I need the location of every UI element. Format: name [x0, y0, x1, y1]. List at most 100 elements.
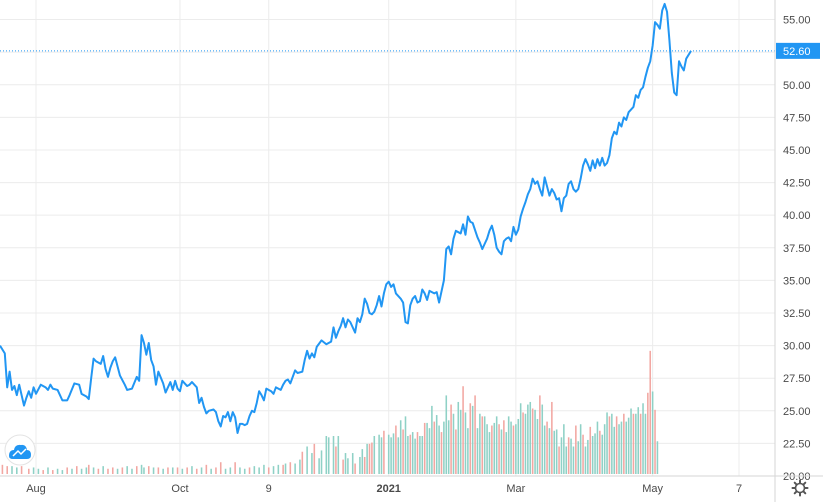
volume-bar	[416, 432, 419, 474]
volume-bar	[347, 458, 349, 474]
volume-bar	[404, 416, 407, 474]
y-tick-label: 47.50	[783, 112, 811, 124]
volume-bar	[414, 438, 416, 474]
volume-bar	[565, 446, 568, 474]
volume-bar	[181, 468, 184, 474]
volume-bar	[171, 467, 174, 474]
volume-bar	[363, 456, 366, 474]
last-price-marker: 52.60	[776, 42, 820, 59]
volume-bar	[630, 408, 632, 474]
volume-bar	[366, 443, 368, 474]
volume-bar	[608, 416, 611, 474]
volume-bar	[500, 429, 503, 474]
volume-bar	[327, 437, 330, 474]
volume-bar	[344, 453, 347, 474]
volume-bar	[548, 428, 551, 474]
volume-bar	[126, 466, 128, 474]
volume-bar	[52, 470, 54, 474]
volume-bar	[541, 404, 544, 474]
x-tick-label: 2021	[376, 483, 400, 495]
volume-bar	[37, 468, 40, 474]
volume-bar	[498, 424, 500, 474]
volume-bar	[335, 446, 337, 474]
volume-bar	[66, 467, 68, 474]
x-tick-label: Aug	[26, 483, 46, 495]
volume-bar	[649, 350, 652, 474]
volume-bar	[527, 404, 529, 474]
volume-bar	[42, 470, 44, 474]
volume-bar	[301, 451, 304, 474]
volume-bar	[591, 436, 594, 474]
volume-bar	[85, 467, 88, 474]
volume-bar	[447, 420, 450, 474]
volume-bar	[507, 416, 510, 474]
volume-bar	[395, 425, 397, 474]
volume-bar	[28, 468, 30, 474]
volume-bar	[306, 446, 308, 474]
volume-bar	[11, 466, 13, 474]
y-tick-label: 37.50	[783, 243, 811, 255]
volume-bar	[176, 467, 179, 474]
volume-bar	[481, 416, 484, 474]
volume-bar	[253, 466, 256, 474]
volume-bar	[601, 434, 604, 474]
volume-bar	[368, 443, 371, 474]
volume-bar	[421, 436, 424, 474]
volume-bar	[337, 436, 340, 474]
volume-bar	[147, 466, 150, 474]
volume-bar	[572, 446, 575, 474]
volume-bar	[102, 466, 104, 474]
volume-bar	[493, 422, 496, 474]
last-price-badge	[776, 42, 820, 59]
volume-bar	[299, 459, 301, 474]
y-tick-label: 45.00	[783, 145, 811, 157]
volume-bar	[587, 439, 589, 474]
volume-bar	[97, 468, 100, 474]
volume-bar	[409, 434, 412, 474]
volume-bar	[210, 468, 212, 474]
volume-bar	[87, 464, 90, 474]
volume-bar	[563, 424, 565, 474]
volume-bar	[402, 429, 404, 474]
volume-bar	[577, 441, 580, 474]
volume-bar	[637, 407, 640, 474]
volume-bar	[263, 464, 265, 474]
volume-bar	[392, 433, 395, 474]
volume-bar	[596, 421, 599, 474]
volume-bar	[632, 413, 635, 474]
volume-bar	[467, 428, 469, 474]
last-price-label: 52.60	[783, 46, 811, 58]
volume-bar	[318, 458, 320, 474]
volume-bar	[320, 450, 323, 474]
volume-bar	[529, 401, 532, 474]
volume-bar	[495, 416, 498, 474]
volume-bar	[294, 463, 296, 474]
volume-bar	[639, 413, 642, 474]
volume-bar	[332, 436, 335, 474]
tradingview-cloud-icon[interactable]	[4, 434, 36, 466]
y-tick-label: 42.50	[783, 178, 811, 190]
volume-bar	[635, 413, 637, 474]
volume-bar	[243, 468, 246, 474]
volume-bar	[371, 442, 373, 474]
volume-bar	[387, 434, 390, 474]
volume-bar	[92, 467, 95, 474]
volume-bar	[483, 416, 486, 474]
volume-bar	[407, 436, 409, 474]
volume-bar	[71, 468, 73, 474]
volume-bar	[560, 437, 563, 474]
volume-bar	[121, 467, 124, 474]
volume-bar	[462, 386, 464, 474]
volume-bar	[282, 464, 284, 474]
volume-bar	[313, 443, 316, 474]
volume-bar	[455, 429, 457, 474]
x-tick-label: May	[642, 483, 663, 495]
volume-bar	[111, 467, 114, 474]
volume-bar	[373, 436, 376, 474]
gear-icon[interactable]	[791, 479, 809, 497]
volume-bar	[267, 467, 270, 474]
volume-bar	[603, 424, 606, 474]
volume-bar	[575, 425, 577, 474]
